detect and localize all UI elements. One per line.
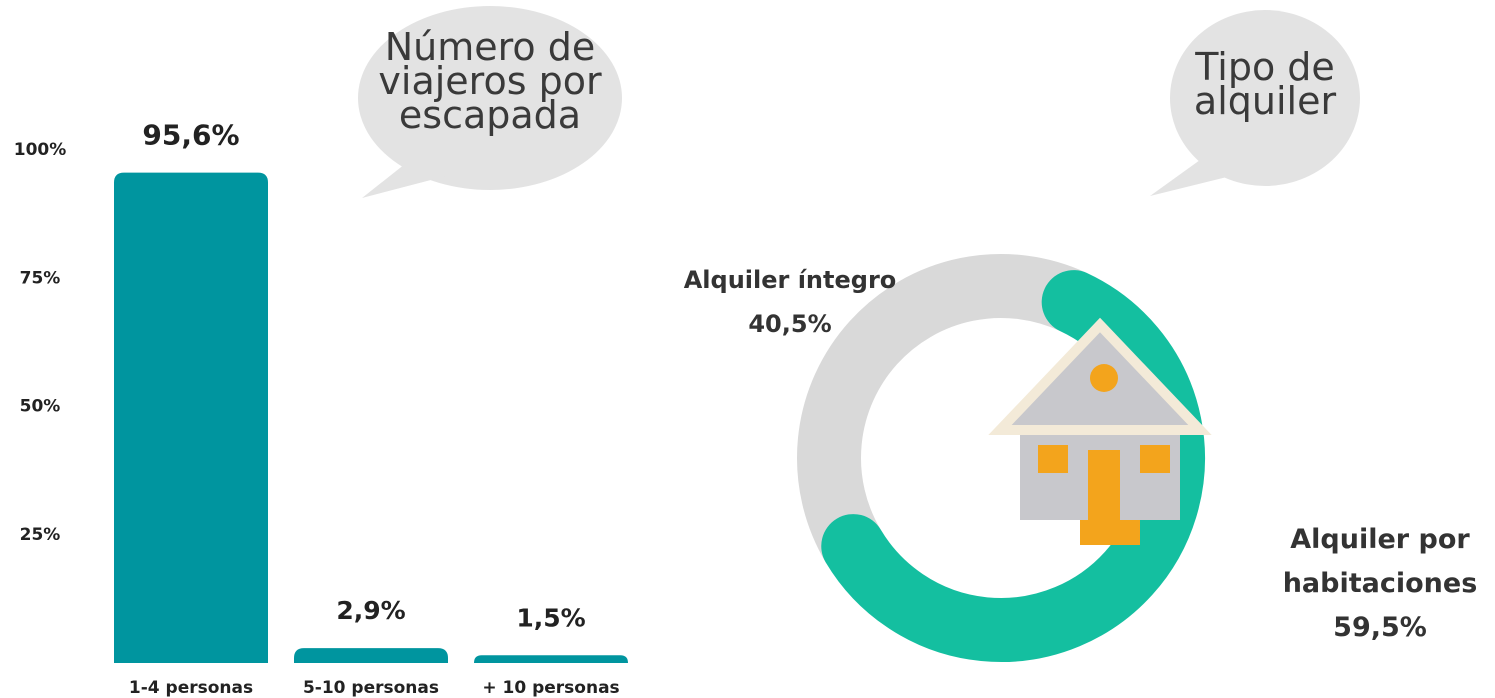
bar	[474, 655, 628, 663]
value-label: 1,5%	[516, 603, 585, 632]
x-tick-label: 1-4 personas	[129, 678, 253, 698]
page: 25% 50% 75% 100% 95,6% 1-4 personas 2,9% 5-10 p…	[0, 0, 1495, 698]
x-tick-label: + 10 personas	[482, 678, 619, 698]
bar	[294, 648, 448, 663]
y-tick-label: 50%	[20, 397, 61, 417]
chart-title: Tipo de alquiler	[1175, 50, 1355, 118]
slice-value: 40,5%	[650, 302, 930, 346]
y-tick-label: 75%	[20, 268, 61, 288]
y-tick-label: 100%	[14, 140, 67, 160]
value-label: 95,6%	[142, 119, 239, 152]
bar	[114, 173, 268, 663]
slice-value: 59,5%	[1250, 606, 1495, 650]
slice-label: Alquiler íntegro	[650, 258, 930, 302]
x-tick-label: 5-10 personas	[303, 678, 439, 698]
slice-label: Alquiler por habitaciones	[1250, 518, 1495, 606]
chart-title: Número de viajeros por escapada	[360, 30, 620, 132]
value-label: 2,9%	[336, 596, 405, 625]
y-tick-label: 25%	[20, 525, 61, 545]
